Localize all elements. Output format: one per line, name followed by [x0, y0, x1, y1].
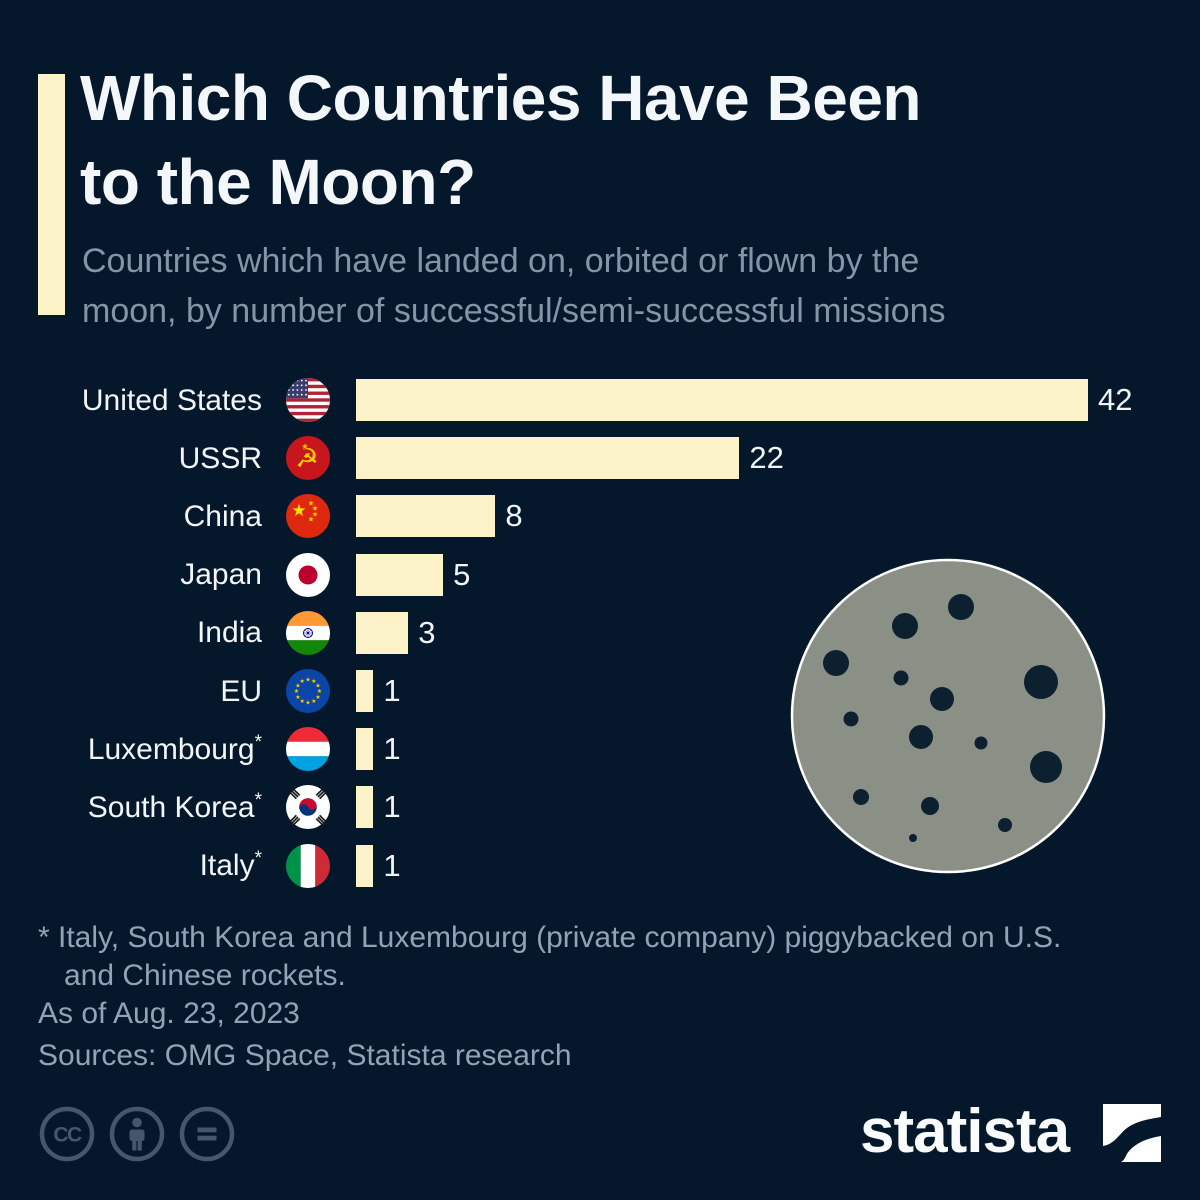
value-bar [356, 611, 409, 654]
svg-text:★: ★ [294, 688, 299, 695]
license-badges: CC [38, 1105, 236, 1168]
japan-flag-icon [286, 552, 330, 597]
bar-chart: United States [0, 371, 1200, 895]
svg-text:☭: ☭ [295, 444, 318, 474]
svg-text:★: ★ [308, 500, 314, 508]
south-korea-flag-icon [286, 785, 330, 830]
ussr-flag-icon: ☭ ★ [286, 436, 330, 481]
moon-icon [789, 557, 1107, 880]
footnote: * Italy, South Korea and Luxembourg (pri… [38, 919, 1061, 995]
country-label: Japan [180, 558, 262, 592]
chart-subtitle-line2: moon, by number of successful/semi-succe… [82, 292, 946, 330]
value-label: 8 [505, 498, 523, 534]
by-icon[interactable] [108, 1105, 166, 1168]
nd-icon[interactable] [178, 1105, 236, 1168]
as-of-date: As of Aug. 23, 2023 [38, 997, 300, 1030]
country-label: India [196, 616, 262, 650]
value-bar [356, 844, 374, 887]
svg-text:★: ★ [300, 678, 305, 685]
chart-subtitle-line1: Countries which have landed on, orbited … [82, 242, 920, 280]
chart-row: Japan 5 [0, 546, 1200, 604]
china-flag-icon: ★ ★ ★ ★ ★ [286, 494, 330, 539]
country-label: EU [220, 674, 262, 708]
svg-text:★: ★ [315, 683, 320, 690]
eu-flag-icon: ★ ★ ★ ★ ★ ★ ★ ★ ★ ★ ★ ★ [286, 669, 330, 714]
chart-subtitle: Countries which have landed on, orbited … [82, 236, 946, 336]
value-bar [356, 553, 444, 596]
svg-text:★: ★ [291, 501, 306, 521]
value-bar [356, 670, 374, 713]
value-label: 1 [383, 789, 401, 825]
luxembourg-flag-icon [286, 727, 330, 772]
italy-flag-icon [286, 843, 330, 888]
svg-text:★: ★ [312, 505, 318, 513]
statista-logo-text[interactable]: statista [860, 1097, 1070, 1166]
chart-row: South Korea* [0, 778, 1200, 836]
svg-text:★: ★ [295, 683, 300, 690]
country-label: United States [81, 383, 262, 417]
chart-row: Italy* 1 [0, 837, 1200, 895]
value-bar [356, 379, 1088, 422]
footnote-line2: and Chinese rockets. [64, 959, 346, 992]
footnote-line1: * Italy, South Korea and Luxembourg (pri… [38, 921, 1062, 954]
country-label: USSR [178, 441, 262, 475]
value-label: 1 [383, 673, 401, 709]
value-bar [356, 495, 496, 538]
chart-row: EU ★ ★ ★ ★ ★ ★ ★ ★ ★ ★ ★ ★ 1 [0, 662, 1200, 720]
value-label: 42 [1098, 382, 1133, 418]
value-label: 1 [383, 731, 401, 767]
value-label: 3 [418, 614, 436, 650]
country-label: Luxembourg* [87, 731, 262, 766]
svg-text:★: ★ [301, 442, 308, 451]
svg-text:★: ★ [311, 678, 316, 685]
country-label: South Korea* [87, 789, 262, 824]
title-accent-bar [38, 74, 65, 315]
value-label: 22 [749, 440, 784, 476]
svg-text:★: ★ [305, 677, 310, 684]
india-flag-icon [286, 610, 330, 655]
page-title: Which Countries Have Been to the Moon? [80, 56, 922, 224]
value-label: 5 [453, 556, 471, 592]
value-bar [356, 786, 374, 829]
svg-text:★: ★ [305, 700, 310, 707]
svg-text:★: ★ [315, 694, 320, 701]
chart-row: Luxembourg* 1 [0, 720, 1200, 778]
svg-text:★: ★ [300, 698, 305, 705]
country-label: China [183, 499, 262, 533]
chart-row: China ★ ★ ★ ★ ★ [0, 487, 1200, 545]
page-title-line2: to the Moon? [80, 146, 476, 218]
svg-text:★: ★ [308, 516, 314, 524]
value-bar [356, 437, 740, 480]
value-label: 1 [383, 847, 401, 883]
svg-text:★: ★ [311, 698, 316, 705]
country-label: Italy* [199, 848, 262, 883]
statista-logo-mark[interactable] [1103, 1104, 1161, 1167]
value-bar [356, 728, 374, 771]
svg-text:★: ★ [317, 688, 322, 695]
united-states-flag-icon [286, 378, 330, 423]
sources-line: Sources: OMG Space, Statista research [38, 1039, 572, 1072]
chart-row: USSR ☭ ★ 22 [0, 429, 1200, 487]
chart-row: India [0, 604, 1200, 662]
svg-text:★: ★ [312, 511, 318, 519]
chart-row: United States [0, 371, 1200, 429]
svg-text:★: ★ [295, 694, 300, 701]
svg-text:CC: CC [53, 1124, 82, 1147]
page-title-line1: Which Countries Have Been [80, 62, 922, 134]
cc-icon[interactable]: CC [38, 1105, 96, 1168]
